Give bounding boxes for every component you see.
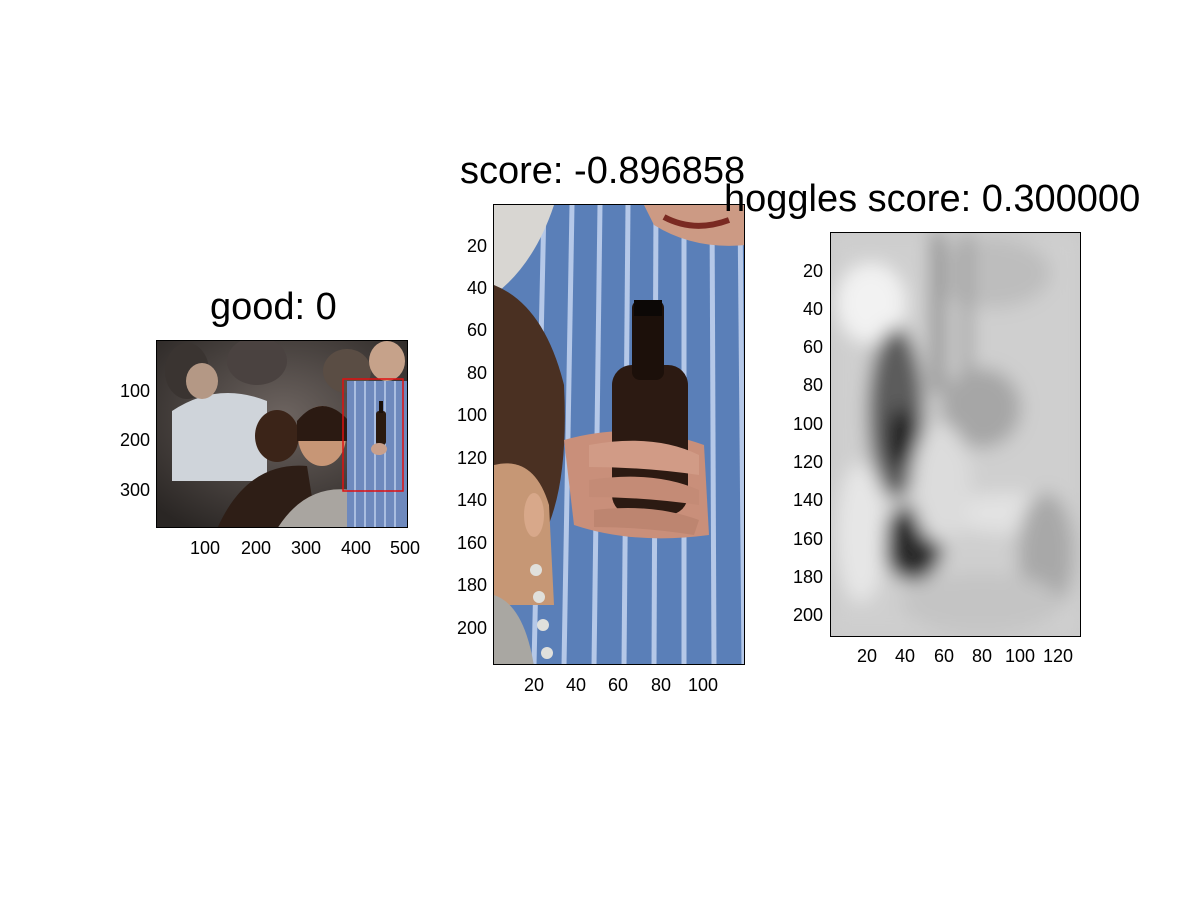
y-tick-label: 160 (456, 533, 487, 553)
y-tick-label: 20 (802, 261, 823, 281)
hoggles-axes (830, 232, 1081, 637)
y-tick-label: 100 (119, 381, 150, 401)
y-tick-label: 40 (466, 278, 487, 298)
x-tick-label: 100 (189, 538, 221, 558)
crop-photo (494, 205, 744, 664)
y-tick-label: 200 (792, 605, 823, 625)
y-tick-label: 60 (466, 320, 487, 340)
y-tick-label: 120 (792, 452, 823, 472)
y-tick-label: 180 (792, 567, 823, 587)
x-tick-label: 100 (687, 675, 719, 695)
y-tick-label: 60 (802, 337, 823, 357)
y-tick-label: 160 (792, 529, 823, 549)
detection-box (342, 378, 404, 492)
y-tick-label: 20 (466, 236, 487, 256)
x-tick-label: 60 (607, 675, 629, 695)
y-tick-label: 100 (456, 405, 487, 425)
y-tick-label: 200 (119, 430, 150, 450)
y-tick-label: 100 (792, 414, 823, 434)
x-tick-label: 120 (1042, 646, 1074, 666)
x-tick-label: 40 (894, 646, 916, 666)
x-tick-label: 200 (240, 538, 272, 558)
x-tick-label: 60 (933, 646, 955, 666)
y-tick-label: 300 (119, 480, 150, 500)
x-tick-label: 20 (523, 675, 545, 695)
x-tick-label: 40 (565, 675, 587, 695)
panel-title-good: good: 0 (210, 286, 337, 328)
x-tick-label: 400 (340, 538, 372, 558)
y-tick-label: 140 (792, 490, 823, 510)
x-tick-label: 20 (856, 646, 878, 666)
panel-title-hoggles: hoggles score: 0.300000 (724, 178, 1141, 220)
y-tick-label: 180 (456, 575, 487, 595)
x-tick-label: 300 (290, 538, 322, 558)
y-tick-label: 40 (802, 299, 823, 319)
hoggles-image (831, 233, 1080, 636)
y-tick-label: 120 (456, 448, 487, 468)
x-tick-label: 100 (1004, 646, 1036, 666)
full-photo (157, 341, 407, 527)
y-tick-label: 200 (456, 618, 487, 638)
y-tick-label: 140 (456, 490, 487, 510)
panel-title-score: score: -0.896858 (460, 150, 746, 192)
y-tick-label: 80 (802, 375, 823, 395)
y-tick-label: 80 (466, 363, 487, 383)
x-tick-label: 80 (971, 646, 993, 666)
full-image-axes (156, 340, 408, 528)
crop-axes (493, 204, 745, 665)
x-tick-label: 500 (389, 538, 421, 558)
x-tick-label: 80 (650, 675, 672, 695)
